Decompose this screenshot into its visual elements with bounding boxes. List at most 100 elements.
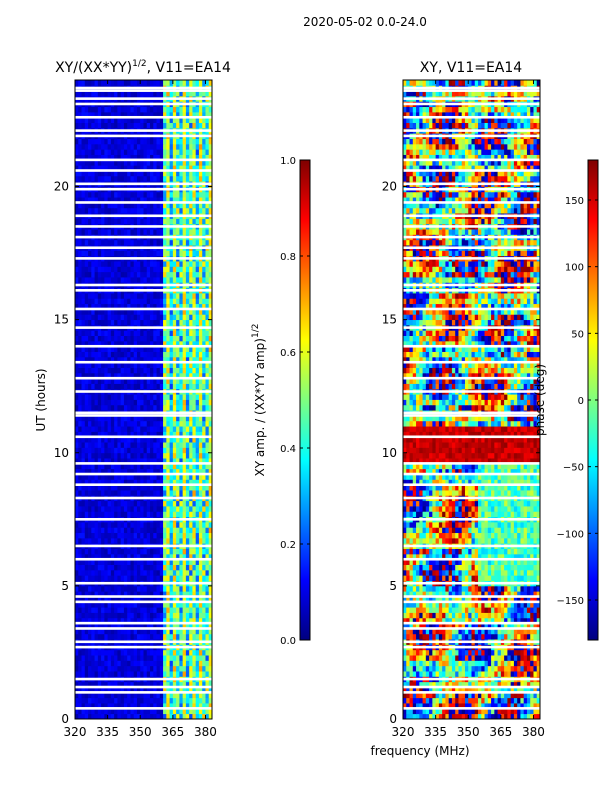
heatmap-cell [120, 367, 125, 374]
heatmap-cell [97, 106, 102, 113]
heatmap-cell [107, 218, 112, 225]
heatmap-cell [153, 500, 157, 507]
heatmap-cell [163, 569, 167, 576]
heatmap-cell [97, 649, 102, 656]
heatmap-cell [189, 367, 193, 374]
heatmap-cell [101, 250, 105, 257]
heatmap-cell [117, 500, 122, 507]
heatmap-cell [110, 612, 115, 619]
heatmap-cell [208, 553, 212, 560]
heatmap-cell [84, 356, 89, 363]
heatmap-cell [182, 633, 187, 640]
heatmap-cell [166, 468, 170, 475]
heatmap-cell [198, 426, 203, 432]
heatmap-cell [208, 617, 212, 624]
heatmap-cell [123, 117, 128, 123]
heatmap-cell [97, 90, 102, 97]
heatmap-cell [202, 468, 206, 475]
heatmap-cell [84, 655, 89, 661]
heatmap-cell [169, 319, 174, 326]
heatmap-cell [78, 143, 82, 150]
heatmap-cell [81, 330, 86, 336]
heatmap-cell [140, 197, 144, 203]
heatmap-cell [110, 708, 115, 715]
heatmap-cell [107, 175, 112, 182]
heatmap-cell [195, 703, 200, 709]
heatmap-cell [123, 367, 128, 374]
heatmap-cell [91, 308, 95, 315]
heatmap-cell [176, 154, 180, 161]
heatmap-cell [133, 335, 138, 342]
heatmap-cell [120, 458, 125, 464]
heatmap-cell [176, 655, 180, 661]
heatmap-cell [179, 479, 184, 486]
heatmap-cell [143, 261, 148, 267]
heatmap-cell [104, 612, 109, 619]
heatmap-cell [163, 463, 167, 470]
heatmap-cell [120, 218, 125, 225]
heatmap-cell [104, 122, 109, 129]
heatmap-cell [130, 490, 135, 496]
heatmap-cell [205, 90, 210, 97]
heatmap-cell [208, 468, 212, 475]
heatmap-cell [78, 330, 82, 336]
heatmap-cell [153, 170, 157, 177]
heatmap-cell [163, 202, 167, 209]
heatmap-cell [130, 431, 135, 438]
heatmap-cell [143, 633, 148, 640]
heatmap-cell [133, 415, 138, 422]
heatmap-cell [146, 335, 151, 342]
heatmap-cell [107, 277, 112, 283]
heatmap-cell [78, 655, 82, 661]
heatmap-cell [117, 553, 122, 560]
heatmap-cell [140, 372, 144, 379]
heatmap-cell [127, 191, 131, 198]
heatmap-cell [192, 250, 197, 257]
heatmap-cell [107, 319, 112, 326]
heatmap-cell [182, 585, 187, 592]
heatmap-cell [114, 601, 118, 608]
heatmap-cell [176, 420, 180, 427]
heatmap-cell [88, 660, 92, 667]
heatmap-cell [104, 468, 109, 475]
heatmap-cell [91, 431, 95, 438]
heatmap-cell [101, 633, 105, 640]
heatmap-cell [107, 671, 112, 677]
heatmap-cell [130, 250, 135, 257]
heatmap-cell [101, 431, 105, 438]
heatmap-cell [205, 218, 210, 225]
heatmap-cell [78, 612, 82, 619]
heatmap-cell [110, 458, 115, 464]
heatmap-cell [136, 463, 141, 470]
heatmap-cell [107, 106, 112, 113]
heatmap-cell [101, 553, 105, 560]
heatmap-cell [202, 612, 206, 619]
heatmap-cell [97, 319, 102, 326]
heatmap-cell [107, 532, 112, 539]
heatmap-cell [146, 362, 151, 368]
heatmap-cell [143, 601, 148, 608]
heatmap-cell [150, 372, 154, 379]
heatmap-cell [101, 703, 105, 709]
heatmap-cell [189, 229, 193, 235]
heatmap-cell [107, 378, 112, 384]
heatmap-cell [94, 665, 99, 672]
heatmap-cell [166, 431, 170, 438]
heatmap-cell [101, 149, 105, 155]
heatmap-cell [146, 202, 151, 209]
heatmap-cell [91, 452, 95, 459]
heatmap-cell [94, 404, 99, 411]
heatmap-cell [110, 426, 115, 432]
heatmap-cell [104, 500, 109, 507]
heatmap-cell [159, 362, 164, 368]
heatmap-cell [136, 500, 141, 507]
heatmap-cell [198, 607, 203, 613]
heatmap-cell [104, 351, 109, 358]
heatmap-cell [104, 569, 109, 576]
heatmap-cell [94, 447, 99, 454]
heatmap-cell [150, 596, 154, 603]
heatmap-cell [117, 229, 122, 235]
heatmap-cell [150, 585, 154, 592]
heatmap-cell [205, 548, 210, 555]
heatmap-cell [159, 143, 164, 150]
